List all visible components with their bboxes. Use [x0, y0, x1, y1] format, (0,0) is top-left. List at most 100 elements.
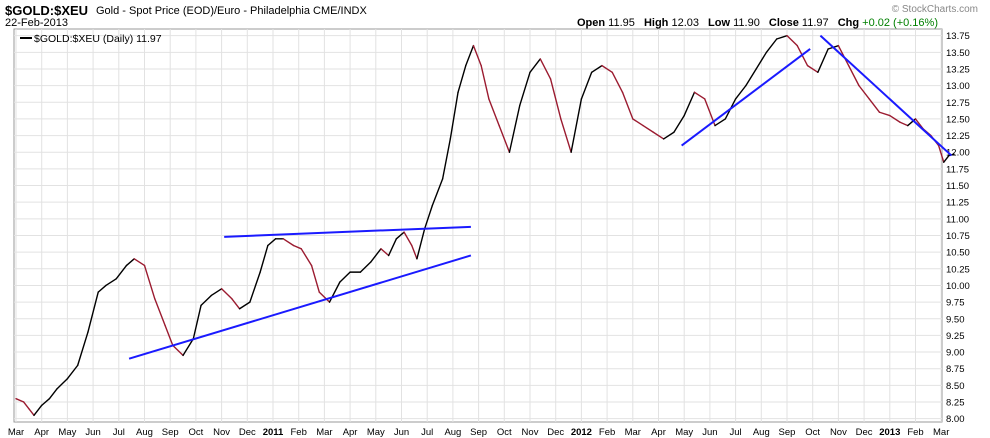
price-segment — [465, 44, 475, 67]
y-tick-label: 8.75 — [946, 364, 965, 375]
price-segment — [858, 84, 870, 100]
y-tick-label: 12.75 — [946, 98, 970, 109]
price-segment — [76, 331, 89, 367]
price-segment — [318, 291, 331, 303]
price-segment — [339, 271, 351, 283]
trendline — [224, 225, 471, 238]
price-segment — [907, 118, 917, 127]
x-tick-label: May — [367, 427, 385, 438]
price-segment — [164, 324, 174, 347]
price-segment — [847, 64, 860, 87]
x-tick-label: Mar — [933, 427, 949, 438]
trendlines — [128, 34, 953, 360]
y-tick-label: 12.00 — [946, 148, 970, 159]
price-segment — [519, 71, 531, 107]
x-tick-label: Jul — [113, 427, 125, 438]
chart-date: 22-Feb-2013 — [5, 17, 68, 29]
y-tick-label: 8.50 — [946, 381, 965, 392]
y-tick-label: 12.25 — [946, 131, 970, 142]
y-axis: 8.00 8.25 8.50 8.75 9.00 9.25 9.50 9.75 10.00 10.… — [946, 31, 970, 425]
x-tick-label: Dec — [547, 427, 564, 438]
x-tick-label: Jul — [421, 427, 433, 438]
price-segment — [621, 91, 634, 120]
y-tick-label: 10.25 — [946, 264, 970, 275]
y-tick-label: 10.00 — [946, 281, 970, 292]
x-tick-label: Feb — [907, 427, 923, 438]
price-segment — [41, 397, 51, 407]
x-tick-label: 2011 — [263, 427, 284, 438]
x-tick-label: Mar — [625, 427, 641, 438]
price-segment — [105, 278, 117, 287]
price-segment — [480, 64, 490, 100]
y-tick-label: 13.00 — [946, 81, 970, 92]
price-segment — [937, 144, 945, 163]
price-segment — [652, 131, 665, 140]
high-label: High — [643, 17, 669, 29]
price-segment — [238, 301, 251, 310]
x-tick-label: Jun — [394, 427, 409, 438]
price-segment — [48, 387, 58, 400]
price-segment — [673, 114, 685, 133]
x-tick-label: Feb — [291, 427, 307, 438]
price-segment — [15, 397, 25, 403]
y-tick-label: 13.50 — [946, 48, 970, 59]
y-tick-label: 11.75 — [946, 164, 969, 175]
price-segment — [220, 288, 233, 300]
price-segment — [693, 91, 706, 100]
price-segment — [806, 64, 819, 73]
low-value: 11.90 — [733, 17, 760, 29]
price-segment — [508, 104, 521, 153]
price-segment — [97, 284, 107, 293]
price-segment — [395, 231, 405, 240]
price-segment — [560, 118, 572, 153]
price-segment — [172, 344, 184, 357]
y-tick-label: 13.25 — [946, 64, 970, 75]
y-tick-label: 8.25 — [946, 398, 965, 409]
x-tick-label: Jun — [85, 427, 100, 438]
price-segment — [300, 248, 313, 267]
price-segment — [943, 154, 950, 163]
price-segment — [259, 244, 269, 273]
price-segment — [33, 404, 43, 417]
price-segment — [66, 364, 79, 380]
x-tick-label: Oct — [189, 427, 204, 438]
x-tick-label: Apr — [343, 427, 358, 438]
price-segment — [310, 264, 320, 293]
price-segment — [359, 261, 372, 273]
chart-symbol: $GOLD:$XEU — [5, 3, 89, 18]
price-series — [15, 34, 955, 417]
price-segment — [786, 34, 798, 47]
x-axis: Mar Apr May Jun Jul Aug Sep Oct Nov Dec 2011 Feb Mar… — [8, 427, 950, 438]
legend-label: $GOLD:$XEU (Daily) 11.97 — [34, 33, 162, 45]
x-tick-label: Nov — [830, 427, 847, 438]
y-tick-label: 9.75 — [946, 298, 965, 309]
x-tick-label: Sep — [470, 427, 487, 438]
trendline — [819, 34, 953, 157]
price-segment — [590, 64, 603, 73]
chart-description: Gold - Spot Price (EOD)/Euro - Philadelp… — [96, 5, 367, 17]
price-segment — [133, 258, 146, 267]
price-segment — [878, 111, 891, 117]
y-tick-label: 13.75 — [946, 31, 970, 42]
x-tick-label: May — [58, 427, 76, 438]
x-tick-label: Oct — [497, 427, 512, 438]
price-segment — [328, 281, 341, 303]
y-tick-label: 11.25 — [946, 198, 969, 209]
y-tick-label: 11.50 — [946, 181, 969, 192]
price-segment — [662, 131, 675, 140]
price-segment — [23, 401, 30, 410]
watermark: © StockCharts.com — [891, 4, 978, 15]
x-tick-label: Sep — [162, 427, 179, 438]
price-segment — [899, 121, 909, 127]
price-segment — [570, 98, 583, 153]
low-label: Low — [708, 17, 731, 29]
x-tick-label: Dec — [239, 427, 256, 438]
price-segment — [580, 71, 593, 100]
price-segment — [431, 178, 444, 207]
price-segment — [449, 91, 459, 140]
price-segment — [192, 304, 202, 340]
price-segment — [472, 44, 482, 67]
close-value: 11.97 — [801, 17, 829, 29]
chg-value: +0.02 (+0.16%) — [862, 17, 938, 29]
